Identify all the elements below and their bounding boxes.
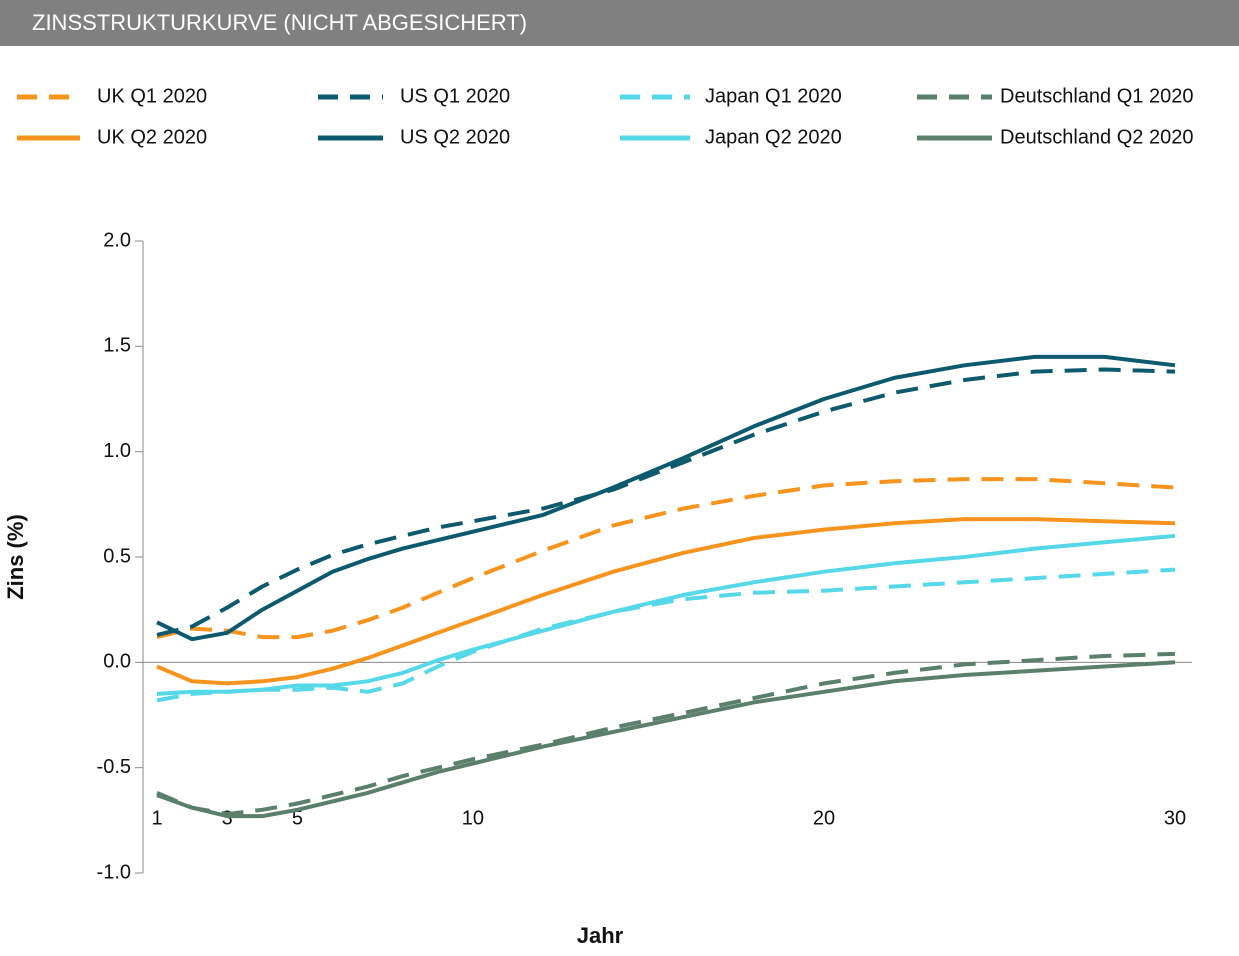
y-axis-label: Zins (%) <box>3 514 28 600</box>
series-line <box>156 533 1176 696</box>
x-tick-label: 3 <box>222 807 233 829</box>
y-tick-label: 0.0 <box>103 651 131 673</box>
legend-label: Japan Q1 2020 <box>705 85 842 107</box>
chart-title: ZINSSTRUKTURKURVE (NICHT ABGESICHERT) <box>32 10 527 35</box>
legend-label: US Q2 2020 <box>400 126 510 148</box>
x-tick-label: 20 <box>813 807 835 829</box>
series-line <box>156 651 1176 816</box>
series-line <box>156 354 1176 642</box>
series-line <box>156 660 1176 819</box>
legend-label: Deutschland Q1 2020 <box>1000 85 1193 107</box>
y-tick-label: 0.5 <box>103 545 131 567</box>
x-tick-label: 10 <box>462 807 484 829</box>
x-axis-label: Jahr <box>577 923 624 948</box>
series-line <box>156 367 1176 637</box>
y-tick-label: 1.5 <box>103 335 131 357</box>
y-tick-label: 2.0 <box>103 229 131 251</box>
y-tick-label: -1.0 <box>97 861 131 883</box>
y-tick-label: 1.0 <box>103 440 131 462</box>
y-tick-label: -0.5 <box>97 756 131 778</box>
legend-label: Japan Q2 2020 <box>705 126 842 148</box>
legend-label: US Q1 2020 <box>400 85 510 107</box>
x-tick-label: 30 <box>1164 807 1186 829</box>
legend-label: Deutschland Q2 2020 <box>1000 126 1193 148</box>
title-bar <box>0 0 1239 46</box>
series-line <box>156 477 1176 640</box>
legend-label: UK Q2 2020 <box>97 126 207 148</box>
x-tick-label: 1 <box>151 807 162 829</box>
legend-label: UK Q1 2020 <box>97 85 207 107</box>
x-tick-label: 5 <box>292 807 303 829</box>
series-line <box>156 517 1176 686</box>
